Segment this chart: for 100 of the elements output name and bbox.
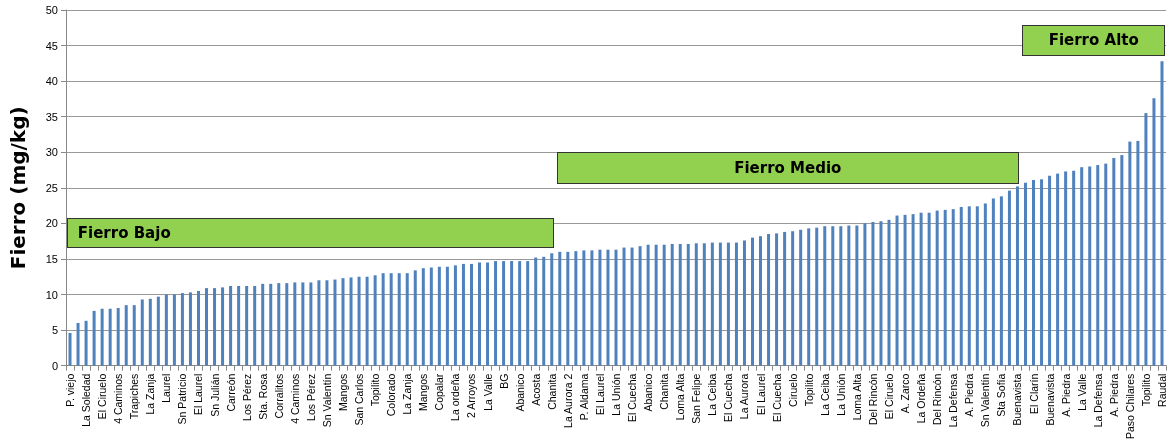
bar — [437, 266, 441, 366]
bar — [710, 242, 714, 366]
y-tick-label: 25 — [45, 181, 58, 194]
label-box: Fierro Alto — [1022, 24, 1166, 56]
bar — [847, 225, 851, 366]
bar — [863, 223, 867, 366]
x-tick-label: A. Piedra — [1107, 373, 1120, 417]
bar — [1144, 113, 1148, 366]
x-tick-label: La Zanja — [401, 373, 414, 415]
bar — [1080, 167, 1084, 366]
bar — [325, 280, 329, 366]
bar — [349, 277, 353, 366]
bar — [389, 273, 393, 366]
x-tick-label: Colorado — [385, 373, 398, 417]
x-tick-label: Acosta — [529, 373, 542, 406]
x-tick-label: El Cuecha — [626, 373, 639, 423]
bar — [831, 226, 835, 366]
x-tick-label: Buenavista — [1011, 373, 1024, 426]
bar — [911, 214, 915, 366]
bar — [839, 226, 843, 366]
x-tick-label: A. Zarco — [899, 373, 912, 414]
bar — [357, 276, 361, 366]
y-tick-label: 10 — [45, 288, 58, 301]
bar — [76, 322, 80, 366]
bar — [68, 332, 72, 366]
x-tick-label: La Unión — [610, 373, 622, 416]
bar — [180, 293, 184, 366]
bar — [1104, 163, 1108, 366]
x-tick-label: El Ciruelo — [882, 373, 895, 420]
bar — [124, 305, 128, 366]
bar — [1152, 98, 1156, 366]
x-tick-label: Abanico — [513, 373, 526, 412]
x-tick-label: P. Aldama — [577, 373, 590, 421]
x-tick-label: Sn Julián — [208, 373, 221, 417]
bar — [935, 210, 939, 366]
x-tick-label: Loma Alta — [850, 373, 863, 421]
bar — [694, 243, 698, 366]
bar — [542, 256, 546, 366]
y-tick-label: 50 — [45, 4, 58, 16]
label-box: Fierro Bajo — [66, 218, 555, 249]
bar — [574, 251, 578, 366]
y-tick-label: 45 — [45, 39, 58, 52]
bar — [1040, 179, 1044, 366]
x-tick-label: La Ordeña — [915, 373, 928, 424]
bar — [277, 283, 281, 366]
x-tick-label: Topilito — [802, 373, 815, 407]
bar — [381, 273, 385, 366]
bar — [919, 212, 923, 366]
bar — [140, 299, 144, 366]
bar — [397, 273, 401, 366]
bar — [237, 285, 241, 366]
bar — [445, 266, 449, 366]
bar — [188, 292, 192, 366]
x-tick-label: A. Piedra — [1059, 373, 1072, 417]
bar — [550, 253, 554, 366]
bar — [461, 263, 465, 366]
x-tick-label: La Valle — [1075, 373, 1088, 411]
bar — [261, 283, 265, 366]
bar — [301, 282, 305, 366]
x-tick-label: Del Rincón — [866, 373, 879, 425]
bar — [767, 234, 771, 366]
bar — [734, 242, 738, 366]
y-tick-label: 30 — [45, 146, 58, 159]
x-tick-label: La Aurora — [738, 373, 751, 420]
bar — [172, 294, 176, 366]
bar — [1048, 175, 1052, 366]
bar — [967, 206, 971, 366]
bar — [1015, 186, 1019, 366]
x-tick-label: La Soledad — [80, 373, 93, 427]
bar — [614, 249, 618, 366]
bar — [590, 250, 594, 366]
bar — [799, 229, 803, 366]
bar — [702, 243, 706, 366]
bar — [373, 275, 377, 366]
bar — [253, 285, 257, 366]
label-box: Fierro Medio — [556, 152, 1020, 184]
bar — [654, 244, 658, 366]
bar — [759, 236, 763, 366]
bar — [132, 305, 136, 366]
x-tick-label: Sta. Rosa — [256, 373, 269, 420]
bar — [951, 209, 955, 366]
x-tick-label: El Laurel — [593, 373, 606, 416]
bar — [927, 212, 931, 366]
bar — [1088, 166, 1092, 366]
x-tick-label: Chanita — [545, 373, 558, 410]
x-tick-label: 2 Arroyos — [465, 373, 478, 418]
x-tick-label: Raudal — [1155, 373, 1168, 407]
x-tick-label: Sn Patricio — [176, 373, 189, 425]
x-tick-label: Chanita — [658, 373, 671, 410]
bar — [229, 285, 233, 366]
bar — [991, 198, 995, 366]
bar — [815, 227, 819, 366]
bar — [903, 214, 907, 366]
bar — [582, 250, 586, 366]
bar — [895, 215, 899, 366]
bar — [108, 308, 112, 366]
x-tick-label: A. Piedra — [963, 373, 976, 417]
x-tick-label: La Zanja — [144, 373, 157, 415]
x-tick-label: Abanico — [642, 373, 655, 412]
bar — [983, 203, 987, 366]
